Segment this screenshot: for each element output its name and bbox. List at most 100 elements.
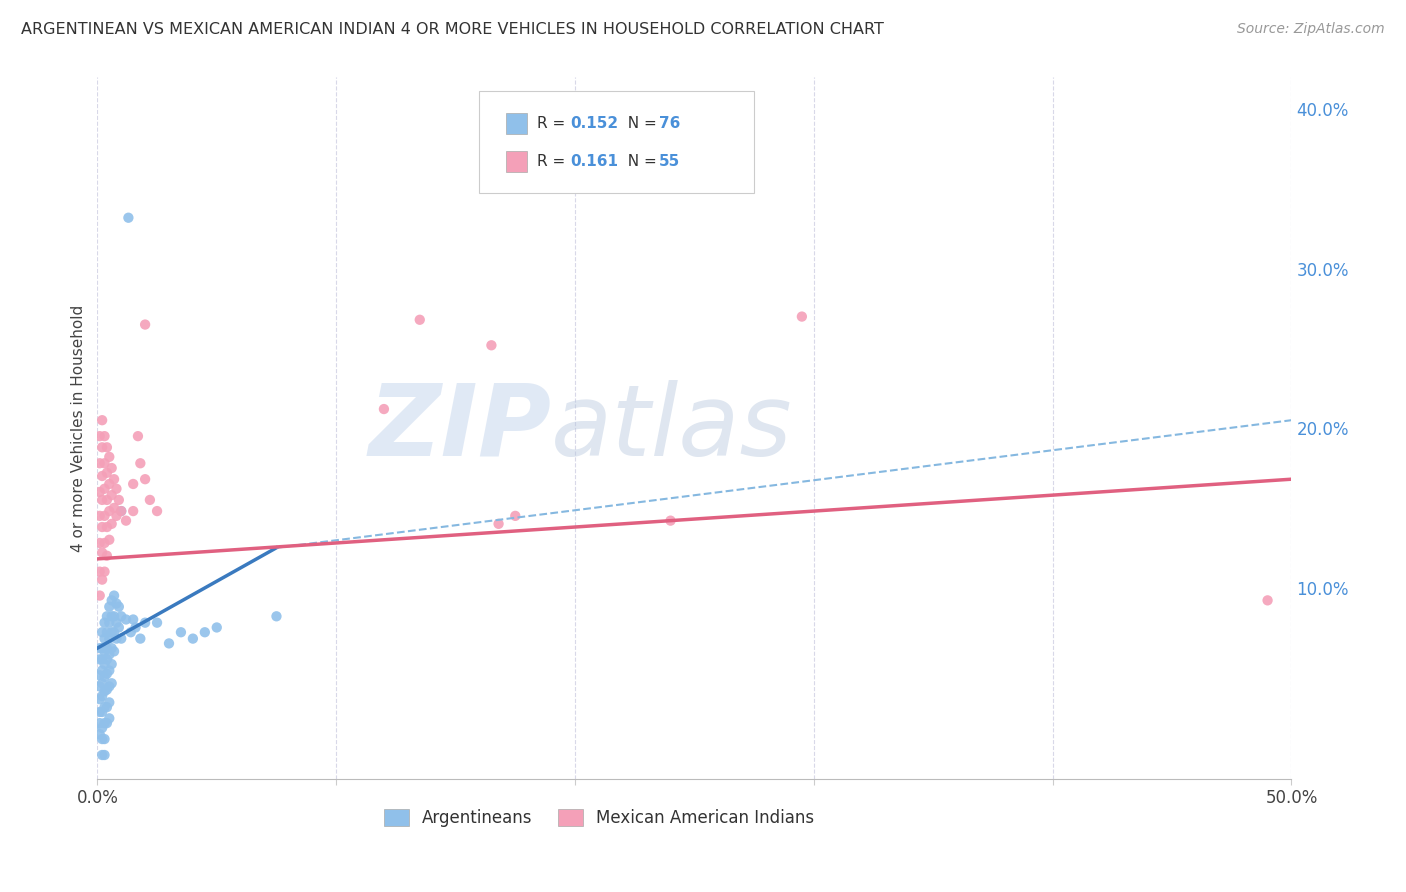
- Point: [93, 508, 115, 523]
- Point: [93, 615, 115, 630]
- FancyBboxPatch shape: [506, 112, 527, 134]
- Text: Source: ZipAtlas.com: Source: ZipAtlas.com: [1237, 22, 1385, 37]
- Point: [91, 440, 114, 454]
- Point: [89, 565, 111, 579]
- Point: [100, 593, 122, 607]
- Point: [91, 732, 114, 747]
- Point: [96, 440, 118, 454]
- Point: [110, 504, 132, 518]
- Point: [89, 641, 111, 656]
- Point: [91, 520, 114, 534]
- Point: [98, 648, 121, 662]
- Point: [115, 514, 138, 528]
- Point: [134, 318, 156, 332]
- Legend: Argentineans, Mexican American Indians: Argentineans, Mexican American Indians: [377, 802, 821, 834]
- Point: [122, 477, 145, 491]
- Point: [98, 664, 121, 678]
- Point: [96, 716, 118, 731]
- Point: [110, 632, 132, 646]
- Point: [93, 657, 115, 672]
- Text: R =: R =: [537, 154, 569, 169]
- Point: [108, 599, 131, 614]
- Point: [96, 652, 118, 666]
- Point: [129, 632, 152, 646]
- Point: [103, 644, 125, 658]
- Point: [205, 620, 228, 634]
- Point: [96, 609, 118, 624]
- Point: [91, 545, 114, 559]
- Point: [124, 620, 146, 634]
- Point: [93, 482, 115, 496]
- Point: [98, 450, 121, 464]
- Point: [103, 589, 125, 603]
- Text: 55: 55: [658, 154, 681, 169]
- Point: [488, 516, 510, 531]
- Point: [157, 636, 180, 650]
- Point: [1257, 593, 1279, 607]
- Point: [146, 615, 169, 630]
- Point: [481, 338, 503, 352]
- Point: [93, 670, 115, 684]
- Point: [134, 615, 156, 630]
- Text: atlas: atlas: [551, 380, 793, 476]
- Point: [93, 632, 115, 646]
- Point: [122, 612, 145, 626]
- Point: [89, 705, 111, 719]
- Point: [110, 609, 132, 624]
- Point: [100, 676, 122, 690]
- Point: [91, 676, 114, 690]
- Point: [91, 747, 114, 762]
- Point: [89, 727, 111, 741]
- Point: [103, 500, 125, 515]
- Point: [105, 597, 128, 611]
- Point: [89, 668, 111, 682]
- Point: [100, 625, 122, 640]
- Point: [105, 632, 128, 646]
- Point: [98, 533, 121, 547]
- Text: ZIP: ZIP: [368, 380, 551, 476]
- Point: [93, 716, 115, 731]
- Point: [89, 692, 111, 706]
- Point: [170, 625, 193, 640]
- Point: [266, 609, 288, 624]
- Point: [91, 652, 114, 666]
- Point: [93, 747, 115, 762]
- Point: [96, 700, 118, 714]
- Point: [100, 641, 122, 656]
- Point: [89, 429, 111, 443]
- Point: [98, 599, 121, 614]
- Point: [98, 615, 121, 630]
- Point: [122, 504, 145, 518]
- Point: [96, 666, 118, 681]
- Point: [91, 413, 114, 427]
- Point: [100, 461, 122, 475]
- Text: N =: N =: [619, 116, 662, 130]
- Point: [93, 456, 115, 470]
- Text: 0.152: 0.152: [571, 116, 619, 130]
- Point: [105, 508, 128, 523]
- Point: [89, 652, 111, 666]
- Point: [134, 472, 156, 486]
- Point: [100, 488, 122, 502]
- Point: [98, 680, 121, 694]
- Point: [93, 732, 115, 747]
- Point: [96, 625, 118, 640]
- Point: [96, 466, 118, 480]
- Point: [96, 549, 118, 563]
- Point: [194, 625, 217, 640]
- Point: [89, 508, 111, 523]
- Point: [91, 705, 114, 719]
- Point: [120, 625, 142, 640]
- Point: [100, 609, 122, 624]
- Text: 76: 76: [658, 116, 681, 130]
- Point: [139, 492, 162, 507]
- Point: [91, 492, 114, 507]
- Point: [93, 536, 115, 550]
- Point: [93, 700, 115, 714]
- Point: [105, 482, 128, 496]
- Point: [93, 565, 115, 579]
- Point: [100, 516, 122, 531]
- Point: [110, 504, 132, 518]
- Point: [91, 689, 114, 703]
- Point: [96, 682, 118, 697]
